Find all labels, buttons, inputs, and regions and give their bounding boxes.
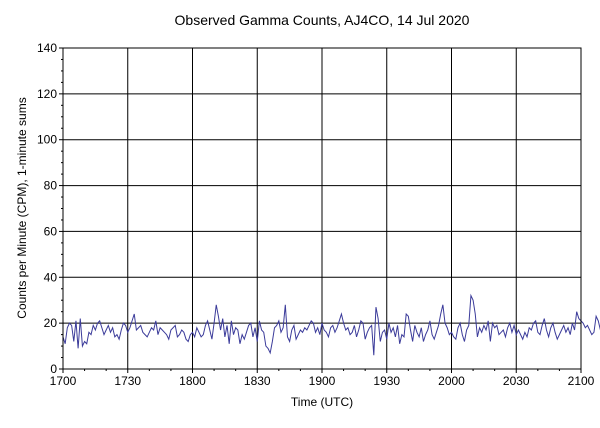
y-tick-label: 120: [37, 87, 57, 101]
series-line-gamma-counts: [62, 293, 600, 356]
y-axis: 0 20 40 60 80 100 120 140: [37, 41, 63, 376]
y-tick-label: 140: [37, 41, 57, 55]
grid: [63, 48, 581, 369]
y-tick-label: 20: [44, 316, 58, 330]
y-tick-label: 60: [44, 224, 58, 238]
x-tick-label: 2000: [438, 374, 465, 388]
y-tick-label: 0: [50, 362, 57, 376]
x-tick-label: 1900: [309, 374, 336, 388]
chart-title: Observed Gamma Counts, AJ4CO, 14 Jul 202…: [175, 12, 470, 28]
y-tick-label: 80: [44, 179, 58, 193]
y-tick-label: 100: [37, 133, 57, 147]
x-tick-label: 1830: [244, 374, 271, 388]
x-axis: 1700 1730 1800 1830 1900 1930 2000 2030 2100: [50, 369, 595, 388]
x-axis-label: Time (UTC): [291, 395, 353, 409]
x-tick-label: 1800: [179, 374, 206, 388]
y-tick-label: 40: [44, 270, 58, 284]
y-axis-label: Counts per Minute (CPM), 1-minute sums: [15, 97, 29, 318]
x-tick-label: 2030: [503, 374, 530, 388]
x-tick-label: 1930: [373, 374, 400, 388]
x-tick-label: 1700: [50, 374, 77, 388]
x-tick-label: 2100: [568, 374, 595, 388]
x-tick-label: 1730: [114, 374, 141, 388]
